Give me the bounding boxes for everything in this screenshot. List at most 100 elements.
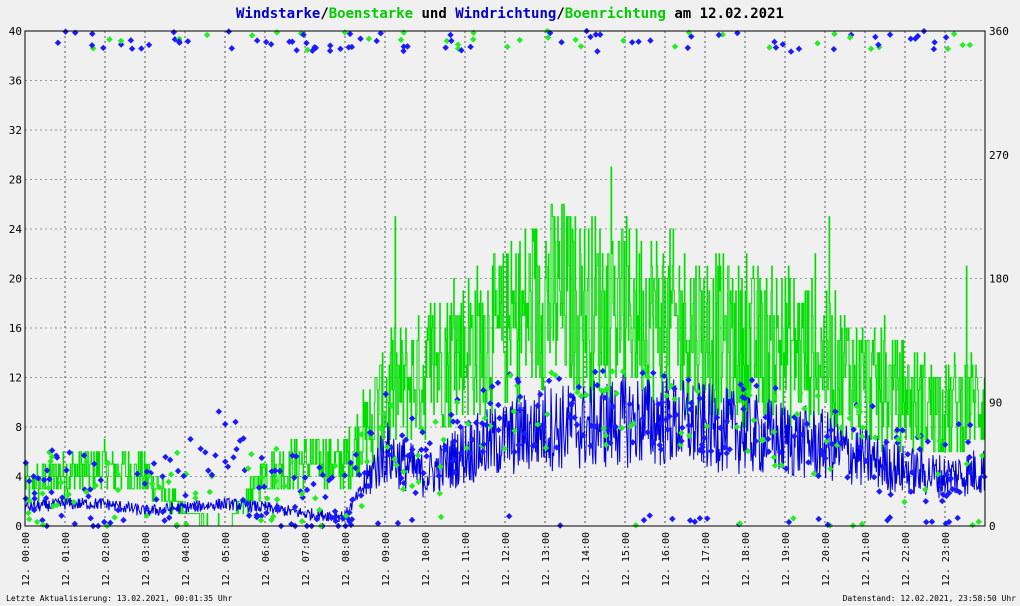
wind-direction-marker <box>128 45 136 52</box>
wind-direction-marker <box>791 413 798 421</box>
wind-direction-marker <box>387 444 395 451</box>
footer-right: Datenstand: 12.02.2021, 23:58:50 Uhr <box>843 594 1017 603</box>
wind-direction-marker <box>310 480 317 488</box>
wind-direction-marker <box>726 446 733 453</box>
wind-direction-marker <box>322 493 329 501</box>
wind-direction-marker <box>496 414 503 422</box>
wind-direction-marker <box>26 477 33 485</box>
gust-direction-marker <box>770 454 778 461</box>
wind-direction-marker <box>717 424 724 432</box>
wind-direction-marker <box>894 426 901 434</box>
wind-direction-marker <box>89 30 96 37</box>
wind-direction-marker <box>828 440 836 448</box>
wind-direction-marker <box>579 431 587 439</box>
wind-direction-marker <box>553 444 560 451</box>
wind-direction-marker <box>830 45 838 53</box>
wind-direction-marker <box>954 514 961 522</box>
x-tick-label: 12. 23:00 <box>941 532 952 586</box>
wind-direction-marker <box>765 448 772 455</box>
left-tick-label: 28 <box>9 174 22 187</box>
wind-direction-marker <box>862 457 870 465</box>
wind-direction-marker <box>771 38 778 46</box>
wind-direction-marker <box>837 439 844 447</box>
wind-direction-marker <box>271 467 279 474</box>
wind-direction-marker <box>88 42 96 49</box>
wind-direction-marker <box>469 436 476 443</box>
wind-direction-marker <box>312 44 320 52</box>
wind-direction-marker <box>46 475 53 483</box>
gust-direction-marker <box>619 368 627 375</box>
wind-direction-marker <box>316 464 323 471</box>
wind-direction-marker <box>205 467 212 474</box>
gust-direction-marker <box>934 470 942 478</box>
gust-direction-marker <box>89 45 97 52</box>
left-tick-label: 24 <box>9 223 23 236</box>
wind-direction-marker <box>660 372 668 380</box>
wind-direction-marker <box>258 454 265 462</box>
wind-direction-marker <box>567 392 574 399</box>
gust-direction-marker <box>846 34 854 41</box>
wind-direction-marker <box>352 451 360 458</box>
wind-direction-marker <box>823 433 831 440</box>
wind-direction-marker <box>442 44 449 51</box>
wind-direction-marker <box>159 508 166 516</box>
gust-direction-marker <box>26 515 33 523</box>
wind-direction-marker <box>386 451 393 459</box>
wind-direction-marker <box>795 45 803 53</box>
wind-direction-marker <box>441 443 449 450</box>
wind-direction-marker <box>605 426 612 433</box>
gust-direction-marker <box>400 485 407 493</box>
gust-direction-marker <box>316 506 323 514</box>
wind-direction-marker <box>940 491 947 498</box>
wind-direction-marker <box>39 517 46 524</box>
gust-direction-marker <box>380 410 387 417</box>
wind-direction-marker <box>943 471 950 479</box>
wind-direction-marker <box>772 44 780 51</box>
wind-direction-marker <box>894 439 901 447</box>
gust-direction-marker <box>856 408 864 415</box>
wind-direction-marker <box>222 420 229 428</box>
wind-direction-marker <box>225 28 233 35</box>
wind-direction-marker <box>739 385 747 393</box>
gust-direction-marker <box>630 420 637 427</box>
gust-direction-marker <box>544 411 551 418</box>
gust-direction-marker <box>671 43 679 50</box>
wind-direction-marker <box>212 452 219 459</box>
x-tick-label: 12. 09:00 <box>381 532 392 586</box>
gust-direction-marker <box>613 390 620 397</box>
wind-direction-marker <box>556 522 564 529</box>
gust-direction-marker <box>48 453 56 461</box>
wind-direction-marker <box>263 509 270 517</box>
gust-direction-marker <box>686 432 693 439</box>
wind-direction-marker <box>696 395 704 402</box>
wind-direction-marker <box>870 473 878 481</box>
gust-direction-marker <box>248 450 255 458</box>
wind-direction-marker <box>529 442 537 450</box>
wind-direction-marker <box>253 37 261 44</box>
wind-direction-marker <box>166 456 174 464</box>
wind-direction-marker <box>31 506 38 514</box>
wind-direction-marker <box>639 415 647 422</box>
wind-direction-marker <box>480 387 487 394</box>
wind-direction-marker <box>679 424 686 431</box>
wind-direction-marker <box>964 438 972 446</box>
wind-direction-marker <box>161 517 168 524</box>
gust-direction-marker <box>106 36 113 43</box>
wind-direction-marker <box>687 517 694 524</box>
wind-direction-marker <box>741 395 748 402</box>
wind-direction-marker <box>245 512 253 519</box>
wind-direction-marker <box>346 518 353 525</box>
wind-direction-marker <box>671 385 678 392</box>
wind-direction-marker <box>967 469 974 476</box>
wind-direction-marker <box>101 518 108 526</box>
gust-direction-marker <box>440 436 447 443</box>
wind-direction-marker <box>691 518 699 525</box>
wind-direction-marker <box>505 513 513 520</box>
wind-direction-marker <box>487 400 494 407</box>
chart-title: Windstarke/Boenstarke und Windrichtung/B… <box>236 6 784 22</box>
wind-direction-marker <box>869 403 876 410</box>
gust-direction-marker <box>70 498 78 506</box>
wind-direction-marker <box>236 437 244 444</box>
gust-series <box>25 166 985 527</box>
title-part: Windrichtung <box>455 6 556 22</box>
